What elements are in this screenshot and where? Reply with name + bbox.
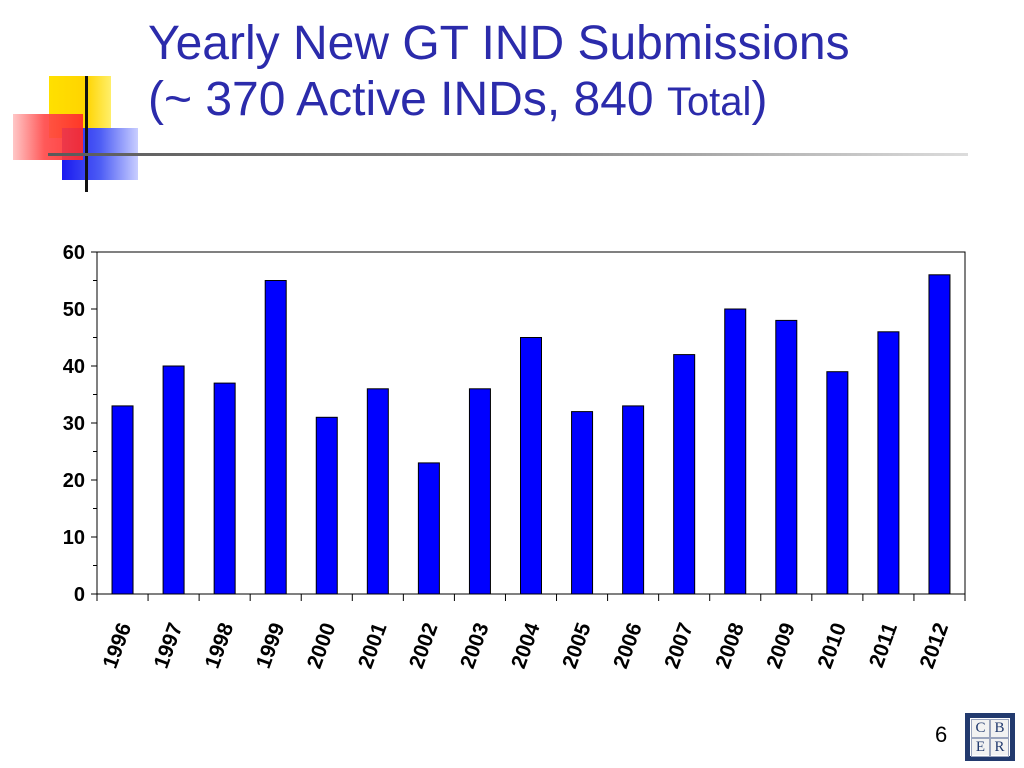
bar (162, 365, 185, 595)
title-underline (48, 153, 968, 156)
x-tick-label: 2006 (609, 620, 647, 672)
x-tick-label: 2009 (762, 620, 800, 672)
x-axis: 1996 1997 1998 1999 2000 2001 2002 2003 2004 2005… (96, 594, 966, 672)
x-tick-label: 2005 (558, 620, 596, 672)
x-tick-label: 1997 (150, 620, 188, 672)
y-tick-label: 20 (63, 470, 85, 492)
y-tick-label: 0 (74, 584, 85, 606)
x-tick-label: 2007 (660, 620, 698, 672)
title-line-2: (~ 370 Active INDs, 840 (148, 73, 667, 126)
x-tick-label: 1999 (252, 620, 290, 672)
logo-letter: B (990, 719, 1009, 738)
y-tick-label: 30 (63, 413, 85, 435)
x-tick-label: 2010 (813, 620, 851, 672)
bar (622, 405, 645, 595)
bar (826, 371, 849, 595)
logo-letter: E (971, 738, 990, 757)
title-line-2-end: ) (751, 73, 768, 126)
x-tick-label: 2011 (865, 620, 902, 671)
x-tick-label: 2002 (405, 620, 443, 672)
x-tick-label: 1998 (201, 620, 239, 672)
y-tick-label: 10 (63, 527, 85, 549)
title-total: Total (666, 80, 752, 124)
bar (724, 308, 747, 595)
bar (417, 462, 440, 595)
bar (673, 354, 696, 595)
x-tick-label: 2001 (354, 620, 392, 672)
x-tick-label: 2012 (916, 620, 954, 672)
slide-title: Yearly New GT IND Submissions (~ 370 Act… (148, 16, 850, 130)
bar (775, 319, 798, 595)
bar (571, 411, 594, 595)
logo-letter: R (990, 738, 1009, 757)
y-tick-label: 40 (63, 356, 85, 378)
x-tick-label: 2003 (456, 620, 494, 672)
y-tick-label: 50 (63, 299, 85, 321)
bar (264, 280, 287, 595)
x-tick-label: 2008 (711, 620, 749, 672)
bar (877, 331, 900, 595)
x-tick-label: 2000 (303, 620, 341, 672)
page-number: 6 (935, 722, 948, 747)
red-square (13, 114, 83, 160)
y-axis: 0 10 20 30 40 50 60 (63, 242, 97, 606)
x-tick-label: 1996 (99, 620, 137, 672)
bar (315, 416, 338, 595)
bar (366, 388, 389, 595)
vertical-rule (85, 76, 88, 192)
bar (213, 382, 236, 595)
logo-letter: C (971, 719, 990, 738)
bar (928, 274, 951, 595)
bar (468, 388, 491, 595)
bar (111, 405, 134, 595)
cber-logo: C B E R (965, 713, 1015, 761)
bars (111, 274, 951, 595)
title-line-1: Yearly New GT IND Submissions (148, 17, 850, 70)
bar (520, 337, 542, 595)
y-tick-label: 60 (63, 242, 85, 264)
x-tick-label: 2004 (507, 620, 545, 672)
